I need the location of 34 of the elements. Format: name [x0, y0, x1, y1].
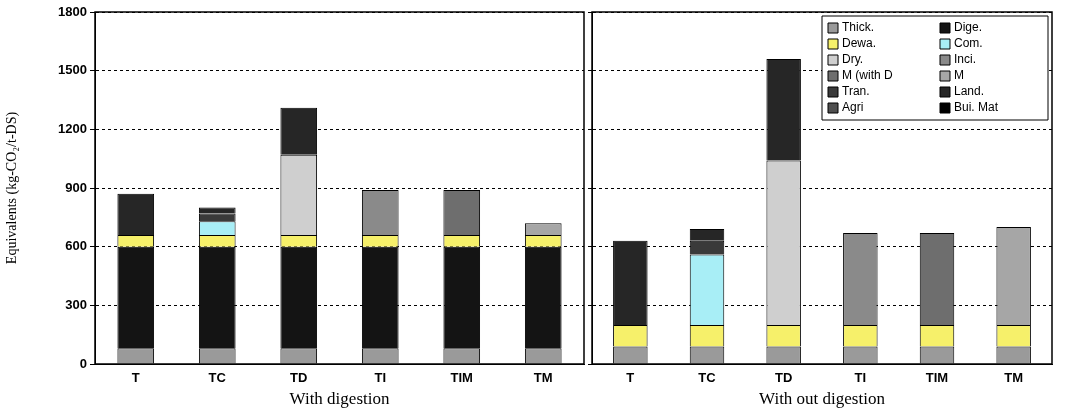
y-tick-label: 1800	[58, 3, 87, 19]
y-axis-title: Equivalents (kg-CO₂/t-DS)	[4, 111, 21, 265]
x-axis-title: With digestion	[289, 389, 390, 409]
x-tick-label: TC	[208, 370, 227, 386]
y-tick-label: 600	[65, 238, 87, 254]
y-tick-label: 1200	[58, 120, 87, 136]
x-tick-label: TD	[774, 370, 793, 386]
x-tick-label: TD	[290, 370, 308, 386]
x-axis-title: With out digestion	[759, 389, 886, 409]
legend-label: Land.	[954, 84, 985, 99]
x-tick-label: T	[131, 370, 140, 386]
legend-label: M	[954, 68, 964, 83]
legend-label: Bui. Mat	[954, 100, 999, 115]
y-tick-label: 1500	[58, 62, 87, 78]
x-tick-label: TM	[533, 370, 553, 386]
y-tick-label: 0	[79, 355, 87, 371]
x-tick-label: TI	[374, 370, 387, 386]
x-tick-label: TC	[698, 370, 717, 386]
x-tick-label: TIM	[450, 370, 473, 386]
y-tick-label: 300	[65, 296, 87, 312]
x-tick-label: T	[626, 370, 635, 386]
legend-label: Com.	[954, 36, 983, 51]
x-tick-label: TM	[1004, 370, 1024, 386]
legend-label: Dry.	[842, 52, 864, 67]
legend-label: Inci.	[954, 52, 977, 67]
legend-label: Thick.	[842, 20, 875, 35]
legend-label: Dige.	[954, 20, 983, 35]
x-tick-label: TIM	[925, 370, 949, 386]
y-tick-label: 900	[65, 179, 87, 195]
x-tick-label: TI	[854, 370, 867, 386]
legend-label: M (with D	[842, 68, 893, 83]
legend-label: Agri	[842, 100, 864, 115]
legend-label: Tran.	[842, 84, 870, 99]
legend-label: Dewa.	[842, 36, 877, 51]
